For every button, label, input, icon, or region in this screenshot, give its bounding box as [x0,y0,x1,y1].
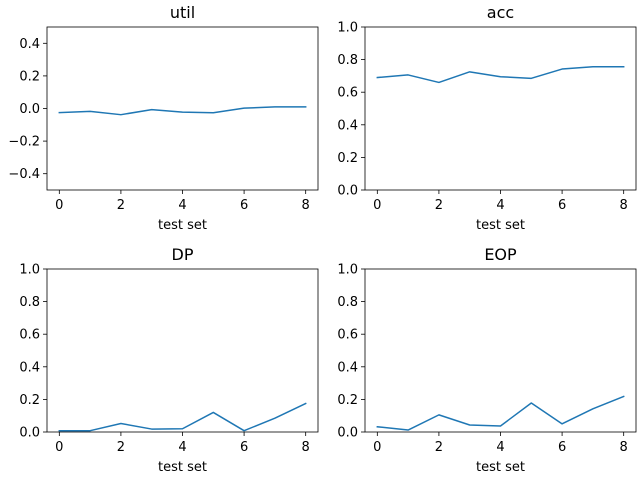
x-tick-label: 2 [435,198,443,213]
y-tick-label: −0.2 [8,135,40,150]
x-tick-label: 0 [373,198,381,213]
x-tick-label: 8 [302,440,310,455]
x-tick-label: 0 [55,440,63,455]
x-tick-label: 4 [178,440,186,455]
x-tick-label: 6 [240,198,248,213]
x-tick-label: 6 [240,440,248,455]
y-tick-label: 0.8 [337,295,358,310]
x-tick-label: 2 [435,440,443,455]
x-axis-label: test set [476,460,525,475]
y-tick-label: 0.4 [19,360,40,375]
x-tick-label: 8 [620,198,628,213]
y-tick-label: 0.0 [337,184,358,199]
x-axis-label: test set [158,218,207,233]
x-tick-label: 0 [373,440,381,455]
chart-title: DP [172,245,194,264]
y-tick-label: 1.0 [337,21,358,36]
chart-title: acc [487,3,514,22]
x-tick-label: 6 [558,440,566,455]
x-tick-label: 6 [558,198,566,213]
y-tick-label: 0.4 [337,118,358,133]
x-tick-label: 2 [117,440,125,455]
y-tick-label: 0.6 [19,328,40,343]
y-tick-label: 0.0 [337,426,358,441]
y-tick-label: −0.4 [8,167,40,182]
chart-panel-util: 0 2 4 6 8 −0.4 −0.2 0.0 0.2 0.4 util test set [8,3,319,233]
y-tick-label: 0.2 [19,69,40,84]
y-tick-label: 0.4 [19,37,40,52]
chart-panel-acc: 0 2 4 6 8 0.0 0.2 0.4 0.6 0.8 1.0 acc test set [337,3,637,233]
y-tick-label: 1.0 [19,263,40,278]
y-tick-label: 0.0 [19,102,40,117]
chart-panel-eop: 0 2 4 6 8 0.0 0.2 0.4 0.6 0.8 1.0 EOP test set [337,245,637,475]
y-tick-label: 0.0 [19,426,40,441]
x-tick-label: 4 [496,198,504,213]
y-tick-label: 0.2 [337,393,358,408]
y-tick-label: 0.6 [337,86,358,101]
y-tick-label: 0.8 [337,53,358,68]
x-axis-label: test set [476,218,525,233]
x-tick-label: 8 [302,198,310,213]
chart-panel-dp: 0 2 4 6 8 0.0 0.2 0.4 0.6 0.8 1.0 DP test set [19,245,319,475]
y-tick-label: 0.2 [337,151,358,166]
chart-title: util [170,3,195,22]
x-tick-label: 4 [178,198,186,213]
chart-title: EOP [484,245,517,264]
x-axis-label: test set [158,460,207,475]
y-tick-label: 0.8 [19,295,40,310]
x-tick-label: 2 [117,198,125,213]
y-tick-label: 0.6 [337,328,358,343]
x-tick-label: 4 [496,440,504,455]
y-tick-label: 0.4 [337,360,358,375]
y-tick-label: 0.2 [19,393,40,408]
y-tick-label: 1.0 [337,263,358,278]
x-tick-label: 0 [55,198,63,213]
x-tick-label: 8 [620,440,628,455]
